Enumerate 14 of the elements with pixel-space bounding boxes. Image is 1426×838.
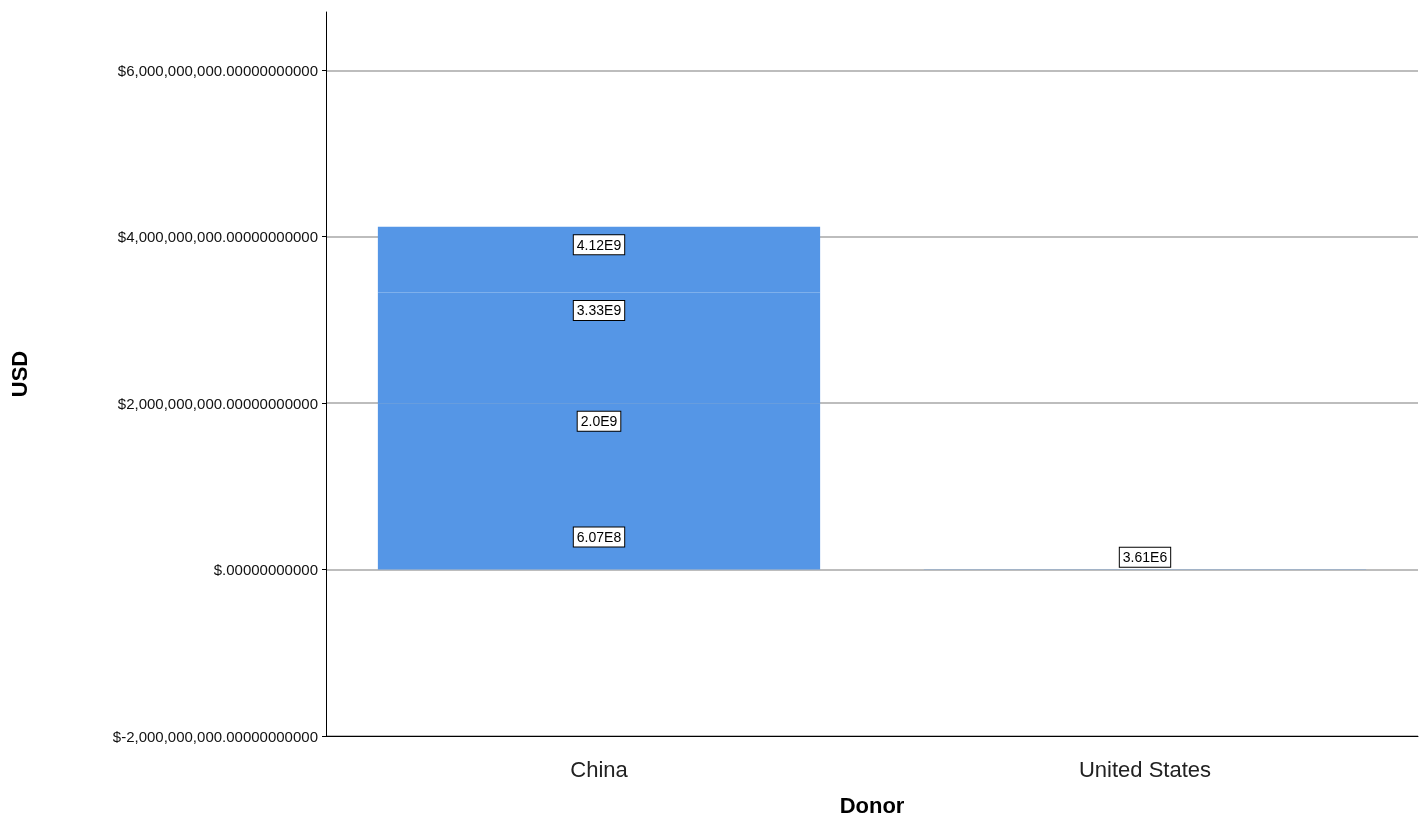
- y-tick-label: $2,000,000,000.00000000000: [117, 394, 318, 412]
- y-tick-label: $6,000,000,000.00000000000: [117, 61, 318, 79]
- annotation: 2.0E9: [580, 413, 618, 430]
- x-tick-label: United States: [1078, 756, 1212, 782]
- y-axis-title: USD: [6, 350, 32, 398]
- x-axis-title: Donor: [839, 792, 905, 818]
- y-tick-label: $-2,000,000,000.00000000000: [112, 727, 318, 745]
- annotation: 3.33E9: [576, 302, 622, 319]
- x-tick-label: China: [570, 756, 629, 782]
- y-tick-label: $4,000,000,000.00000000000: [117, 228, 318, 246]
- annotation: 6.07E8: [576, 529, 622, 546]
- annotation: 4.12E9: [576, 236, 622, 253]
- y-tick-label: $.00000000000: [213, 561, 318, 579]
- annotation: 3.61E6: [1122, 549, 1168, 566]
